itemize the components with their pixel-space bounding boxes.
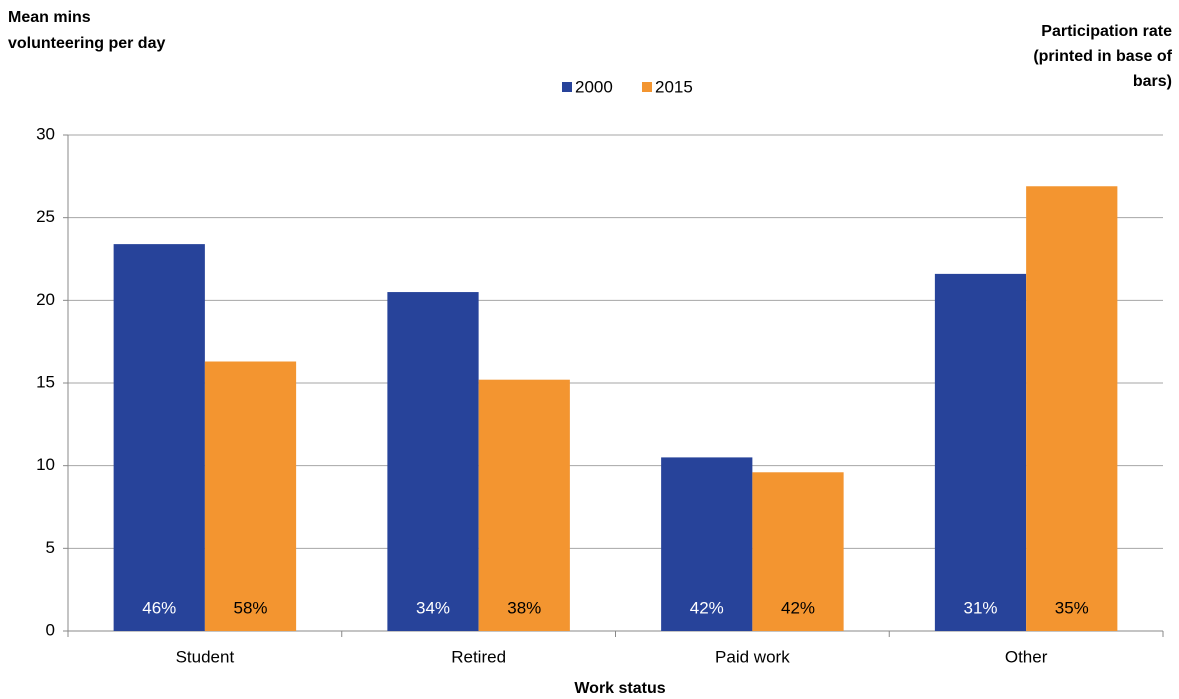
rate-label: 42% — [690, 598, 724, 617]
x-tick-label: Paid work — [715, 647, 790, 666]
bar — [113, 244, 205, 631]
legend-swatch — [642, 82, 652, 92]
bar — [752, 472, 844, 631]
y-tick-label: 20 — [36, 290, 55, 309]
y-axis-title: volunteering per day — [8, 35, 165, 52]
rate-note: Participation rate — [1041, 23, 1172, 40]
y-axis-title: Mean mins — [8, 9, 91, 26]
rate-label: 42% — [781, 598, 815, 617]
x-tick-label: Retired — [451, 647, 506, 666]
rate-label: 35% — [1055, 598, 1089, 617]
bar — [934, 273, 1027, 631]
bar — [478, 379, 570, 631]
legend-label: 2000 — [575, 77, 613, 96]
y-tick-label: 15 — [36, 372, 55, 391]
rate-note: (printed in base of — [1033, 48, 1172, 65]
bar — [387, 292, 479, 631]
rate-label: 31% — [963, 598, 997, 617]
y-tick-label: 10 — [36, 455, 55, 474]
y-tick-label: 30 — [36, 124, 55, 143]
legend-label: 2015 — [655, 77, 693, 96]
legend-swatch — [562, 82, 572, 92]
bar — [1026, 186, 1118, 631]
y-tick-label: 5 — [46, 538, 55, 557]
x-tick-label: Student — [176, 647, 235, 666]
y-tick-label: 0 — [46, 620, 55, 639]
x-tick-label: Other — [1005, 647, 1048, 666]
rate-label: 38% — [507, 598, 541, 617]
y-tick-label: 25 — [36, 207, 55, 226]
x-axis-title: Work status — [574, 680, 665, 697]
bar — [204, 361, 297, 631]
rate-label: 34% — [416, 598, 450, 617]
rate-note: bars) — [1133, 73, 1172, 90]
bar — [661, 457, 753, 631]
rate-label: 58% — [233, 598, 267, 617]
rate-label: 46% — [142, 598, 176, 617]
